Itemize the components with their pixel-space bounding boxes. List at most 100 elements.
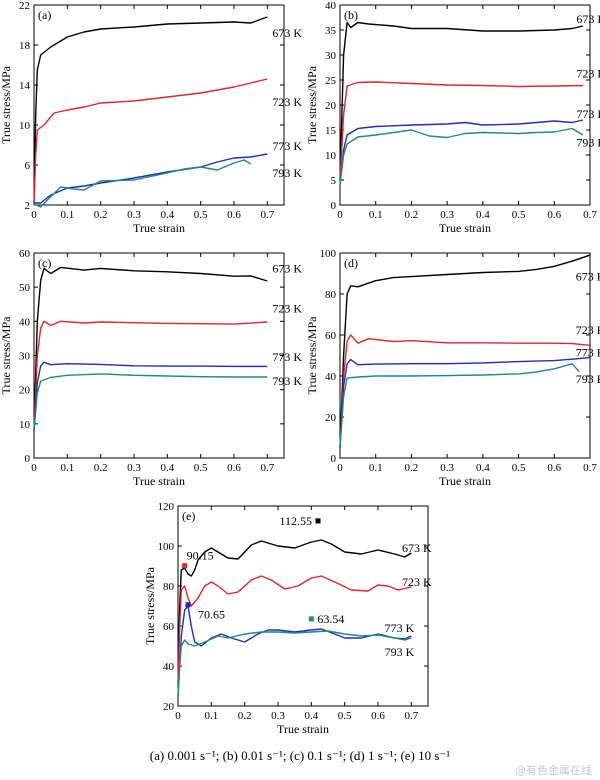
x-tick-label: 0.5 (194, 462, 208, 474)
y-tick-label: 0 (25, 453, 31, 465)
y-tick-label: 120 (158, 501, 175, 513)
series-annotation: 793 K (272, 166, 302, 180)
y-tick-label: 40 (325, 0, 337, 12)
x-tick-label: 0 (337, 462, 343, 474)
x-tick-label: 0 (175, 710, 181, 722)
series-annotation: 723 K (272, 301, 302, 315)
x-tick-label: 0.6 (227, 209, 241, 221)
y-tick-label: 60 (325, 330, 337, 342)
chart-panel-2: 0 0.1 0.2 0.3 0.4 0.5 0.6 0.7 0 5 10 15 20 25 30 35 40 Tr… (305, 0, 600, 235)
series-annotation: 793 K (576, 372, 600, 386)
y-tick-label: 20 (325, 412, 337, 424)
series-annotation: 723 K (402, 575, 432, 589)
y-tick-label: 100 (158, 541, 175, 553)
x-tick-label: 0.2 (238, 710, 252, 722)
x-tick-label: 0.4 (304, 710, 318, 722)
series-line-723k (339, 334, 591, 448)
series-line-723k (339, 81, 583, 181)
plot-frame (33, 4, 285, 206)
y-tick-label: 5 (331, 175, 337, 187)
series-annotation: 673 K (402, 541, 432, 555)
y-tick-label: 80 (325, 289, 337, 301)
y-axis-label: True stress/MPa (0, 65, 13, 144)
x-tick-label: 0.2 (405, 209, 419, 221)
series-line-773k (339, 356, 591, 448)
x-axis-label: True strain (277, 722, 329, 736)
x-tick-label: 0.2 (405, 462, 419, 474)
series-annotation: 773 K (272, 139, 302, 153)
series-line-673k (339, 21, 584, 181)
x-tick-label: 0.6 (227, 462, 241, 474)
series-annotation: 673 K (272, 26, 302, 40)
x-tick-label: 0.5 (194, 209, 208, 221)
y-axis-label: True stress/MPa (305, 65, 319, 144)
x-tick-label: 0.4 (160, 209, 174, 221)
peak-marker (185, 602, 191, 608)
y-axis-label: True stress/MPa (143, 566, 157, 645)
y-tick-label: 2 (25, 200, 31, 212)
series-line-793k (177, 630, 412, 697)
x-tick-label: 0.3 (440, 209, 454, 221)
series-line-673k (33, 16, 268, 204)
x-tick-label: 0.1 (60, 462, 74, 474)
watermark: @有色金属在线 (515, 764, 592, 777)
x-axis-label: True strain (439, 474, 491, 488)
y-tick-label: 18 (19, 40, 31, 52)
y-tick-label: 10 (19, 419, 31, 431)
x-tick-label: 0 (31, 462, 37, 474)
y-tick-label: 6 (25, 160, 31, 172)
y-tick-label: 25 (325, 75, 337, 87)
x-tick-label: 0.7 (583, 462, 597, 474)
chart-panel-1: 0 0.1 0.2 0.3 0.4 0.5 0.6 0.7 2 6 10 14 18 22 True str… (0, 0, 302, 235)
x-axis-label: True strain (133, 221, 185, 235)
series-annotation: 773 K (576, 107, 600, 121)
series-annotation: 793 K (385, 645, 415, 659)
x-tick-label: 0.7 (260, 209, 274, 221)
peak-marker (308, 616, 314, 622)
series-line-793k (339, 363, 580, 448)
y-tick-label: 80 (163, 581, 175, 593)
plot-frame (339, 4, 591, 206)
x-tick-label: 0.7 (260, 462, 274, 474)
x-tick-label: 0.6 (371, 710, 385, 722)
series-annotation: 773 K (576, 345, 600, 359)
panel-label: (b) (344, 8, 358, 22)
x-tick-label: 0.2 (94, 462, 108, 474)
x-tick-label: 0.1 (369, 209, 383, 221)
series-line-793k (33, 159, 252, 208)
series-line-723k (33, 78, 268, 204)
y-tick-label: 22 (19, 0, 30, 12)
y-tick-label: 20 (325, 100, 337, 112)
y-tick-label: 10 (19, 120, 31, 132)
series-annotation: 673 K (576, 270, 600, 284)
y-tick-label: 10 (325, 150, 337, 162)
x-tick-label: 0.1 (369, 462, 383, 474)
chart-panel-3: 0 0.1 0.2 0.3 0.4 0.5 0.6 0.7 0 10 20 30 40 50 60 True … (0, 248, 302, 488)
panel-label: (d) (344, 256, 358, 270)
figure-caption: (a) 0.001 s⁻¹; (b) 0.01 s⁻¹; (c) 0.1 s⁻¹… (149, 748, 451, 763)
x-tick-label: 0.3 (271, 710, 285, 722)
peak-marker (315, 518, 321, 524)
chart-panel-4: 0 0.1 0.2 0.3 0.4 0.5 0.6 0.7 0 20 40 60 80 100 True s… (305, 248, 600, 488)
series-annotation: 793 K (576, 136, 600, 150)
y-tick-label: 20 (163, 701, 175, 713)
y-axis-label: True stress/MPa (305, 316, 319, 395)
peak-label: 90.15 (187, 549, 214, 563)
x-tick-label: 0.5 (338, 710, 352, 722)
series-line-793k (33, 373, 268, 431)
series-annotation: 773 K (385, 621, 415, 635)
series-line-673k (339, 254, 591, 448)
series-line-793k (339, 127, 584, 186)
series-line-773k (33, 361, 268, 431)
x-tick-label: 0.4 (476, 462, 490, 474)
plot-frame (339, 252, 591, 459)
x-tick-label: 0.1 (204, 710, 218, 722)
x-axis-label: True strain (133, 474, 185, 488)
peak-label: 70.65 (198, 608, 225, 622)
y-tick-label: 40 (163, 661, 175, 673)
plot-frame (177, 505, 429, 707)
y-tick-label: 15 (325, 125, 337, 137)
series-line-723k (177, 575, 412, 687)
panel-label: (c) (38, 256, 51, 270)
